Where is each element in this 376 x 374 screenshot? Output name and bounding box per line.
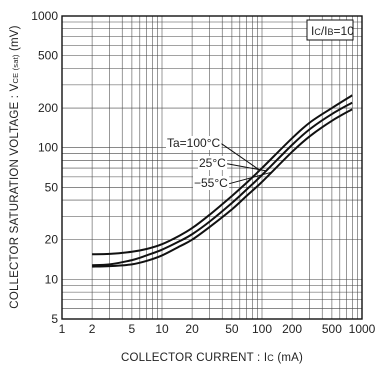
x-tick-label: 1000 xyxy=(349,322,376,336)
series-curve-0 xyxy=(92,94,353,256)
x-tick-label: 100 xyxy=(252,322,272,336)
y-tick-label: 50 xyxy=(45,180,59,194)
leader-line-2 xyxy=(229,171,272,185)
x-axis-title: COLLECTOR CURRENT : IC (mA) xyxy=(121,352,303,364)
series-label-100c: Ta=100°C xyxy=(167,136,221,150)
y-axis-title: COLLECTOR SATURATION VOLTAGE : VCE (sat)… xyxy=(9,25,21,308)
x-tick-label: 200 xyxy=(282,322,302,336)
y-tick-labels: 5 10 20 50 100 200 500 1000 xyxy=(31,9,58,326)
y-tick-label: 100 xyxy=(38,141,58,155)
series-label-background xyxy=(166,136,222,150)
leader-line-0 xyxy=(221,143,261,171)
series-curve-2 xyxy=(92,108,353,268)
label-leaders: Ta=100°C 25°C −55°C xyxy=(166,136,272,190)
x-tick-labels: 1 2 5 10 20 50 100 200 500 1000 xyxy=(59,322,376,336)
y-tick-label: 20 xyxy=(45,233,59,247)
series-label-background xyxy=(198,156,228,170)
y-tick-label: 10 xyxy=(45,272,59,286)
leader-line-1 xyxy=(227,163,267,172)
plot-frame xyxy=(61,15,363,320)
y-tick-label: 200 xyxy=(38,101,58,115)
condition-label: IC/IB=10 xyxy=(311,24,354,38)
series-label-minus55c: −55°C xyxy=(194,176,228,190)
series-curve-1 xyxy=(92,101,353,267)
curves xyxy=(92,94,353,268)
y-tick-label: 1000 xyxy=(31,9,58,23)
x-tick-label: 10 xyxy=(155,322,169,336)
x-tick-label: 500 xyxy=(322,322,342,336)
x-tick-label: 20 xyxy=(185,322,199,336)
y-tick-label: 5 xyxy=(51,312,58,326)
x-tick-label: 2 xyxy=(89,322,96,336)
x-tick-label: 50 xyxy=(225,322,239,336)
condition-box xyxy=(306,19,354,41)
x-tick-label: 5 xyxy=(129,322,136,336)
y-tick-label: 500 xyxy=(38,49,58,63)
series-label-background xyxy=(193,176,230,190)
x-tick-label: 1 xyxy=(59,322,66,336)
series-label-25c: 25°C xyxy=(199,156,226,170)
